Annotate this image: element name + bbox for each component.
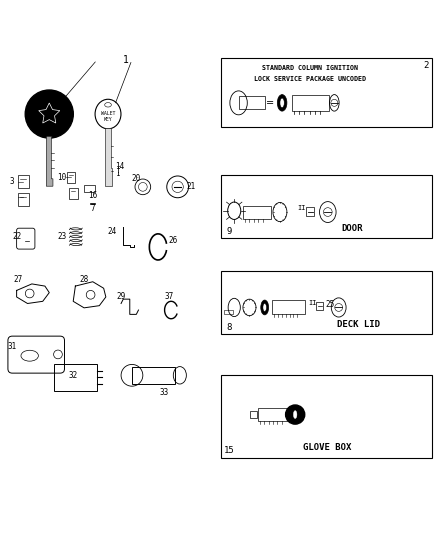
Text: II: II [297, 205, 306, 211]
Text: 22: 22 [12, 231, 21, 240]
Text: 9: 9 [226, 227, 232, 236]
Bar [69, 188, 78, 199]
Text: LOCK SERVICE PACKAGE UNCODED: LOCK SERVICE PACKAGE UNCODED [254, 76, 366, 83]
Text: 2: 2 [423, 61, 428, 70]
Text: 23: 23 [58, 231, 67, 240]
Bar [221, 271, 432, 334]
Bar [221, 175, 432, 238]
Bar [292, 95, 328, 111]
Text: 20: 20 [132, 174, 141, 183]
Ellipse shape [277, 94, 287, 111]
Ellipse shape [261, 300, 268, 315]
Text: GLOVE BOX: GLOVE BOX [303, 442, 351, 451]
Polygon shape [106, 128, 112, 186]
Bar [272, 301, 305, 314]
Ellipse shape [105, 102, 111, 107]
Ellipse shape [263, 303, 266, 311]
Ellipse shape [293, 410, 297, 418]
Bar [251, 410, 257, 418]
Bar [53, 365, 97, 391]
Text: =: = [266, 98, 274, 108]
Text: 3: 3 [10, 177, 14, 186]
Text: 1: 1 [123, 55, 128, 65]
Bar [67, 172, 75, 183]
Text: 27: 27 [13, 275, 22, 284]
Bar [224, 310, 233, 314]
Text: 29: 29 [117, 293, 126, 302]
Text: 31: 31 [7, 342, 17, 351]
Bar [221, 58, 432, 127]
Text: 7: 7 [91, 204, 95, 213]
Text: 25: 25 [325, 300, 335, 309]
Text: 16: 16 [88, 191, 97, 200]
Bar [18, 192, 28, 206]
Text: WALET
KEY: WALET KEY [101, 111, 115, 122]
Polygon shape [46, 136, 53, 186]
Text: 14: 14 [115, 162, 124, 171]
Text: DOOR: DOOR [341, 224, 363, 233]
Bar [18, 175, 28, 188]
Text: 28: 28 [79, 275, 89, 284]
Text: DECK LID: DECK LID [337, 320, 380, 329]
Text: 26: 26 [169, 236, 178, 245]
Text: 10: 10 [57, 173, 66, 182]
Circle shape [286, 405, 305, 424]
Bar [84, 185, 95, 192]
Bar [306, 207, 314, 216]
Bar [243, 206, 271, 219]
Text: 32: 32 [69, 371, 78, 380]
Text: 37: 37 [164, 292, 173, 301]
Circle shape [25, 90, 73, 138]
Bar [221, 375, 432, 458]
Text: 24: 24 [108, 227, 117, 236]
Text: 21: 21 [186, 182, 195, 191]
Bar [316, 302, 323, 310]
Bar [239, 96, 265, 109]
Text: 15: 15 [224, 446, 234, 455]
Ellipse shape [280, 98, 284, 108]
Text: II: II [308, 300, 317, 306]
Bar [258, 408, 289, 421]
Text: STANDARD COLUMN IGNITION: STANDARD COLUMN IGNITION [262, 66, 358, 71]
Text: 33: 33 [160, 388, 169, 397]
Text: 8: 8 [226, 323, 232, 332]
Bar [132, 367, 176, 384]
